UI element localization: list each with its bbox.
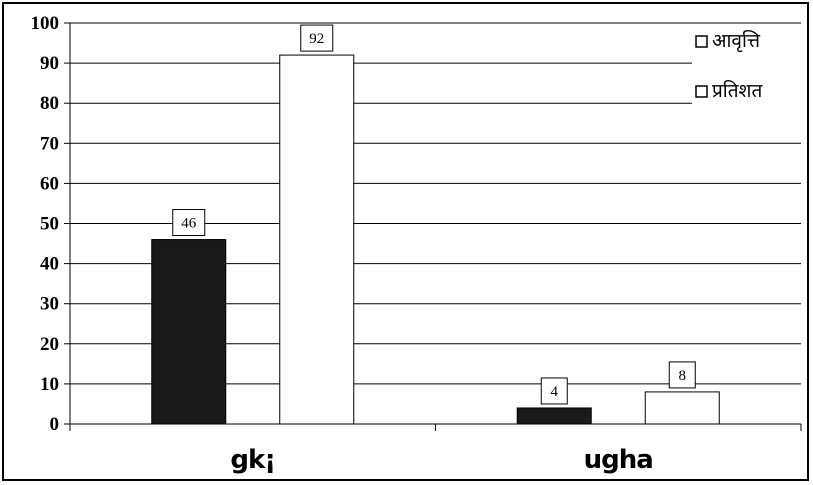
legend-swatch (695, 35, 708, 48)
data-label-box (668, 361, 696, 389)
category-label: gk¡ (230, 445, 275, 475)
bar-chart: 0 10 20 30 40 50 60 70 80 90 100 46 92 4 8 gk¡ ugha आव… (31, 13, 802, 475)
data-label-box (540, 377, 568, 405)
legend-background (692, 30, 802, 136)
legend-label: प्रतिशत (712, 79, 763, 102)
legend-swatch (695, 85, 708, 98)
data-label: 8 (679, 368, 687, 384)
y-tick-label: 70 (40, 133, 59, 154)
category-label: ugha (584, 445, 653, 475)
data-labels: 46 92 4 8 (172, 24, 696, 405)
data-label-box (172, 209, 206, 237)
y-tick-label: 80 (40, 93, 59, 114)
legend-label: आवृत्ति (712, 29, 761, 53)
y-tick-label: 0 (50, 414, 60, 435)
bars (151, 54, 720, 425)
y-tick-label: 40 (40, 254, 59, 275)
y-tick-label: 30 (40, 294, 59, 315)
data-label: 92 (309, 31, 324, 47)
legend: आवृत्ति प्रतिशत (692, 29, 802, 136)
y-tick-label: 60 (40, 173, 59, 194)
y-tick-label: 90 (40, 53, 59, 74)
y-tick-label: 20 (40, 334, 59, 355)
bar (151, 239, 227, 425)
data-label: 4 (551, 384, 559, 400)
bar (644, 391, 720, 425)
data-label: 46 (181, 216, 197, 232)
y-tick-labels: 0 10 20 30 40 50 60 70 80 90 100 (31, 13, 60, 435)
bar (279, 54, 355, 425)
bar (516, 407, 592, 425)
y-tick-label: 100 (31, 13, 60, 34)
data-label-box (300, 24, 334, 52)
y-tick-label: 50 (40, 214, 59, 235)
y-tick-label: 10 (40, 374, 59, 395)
category-labels: gk¡ ugha (230, 445, 653, 475)
